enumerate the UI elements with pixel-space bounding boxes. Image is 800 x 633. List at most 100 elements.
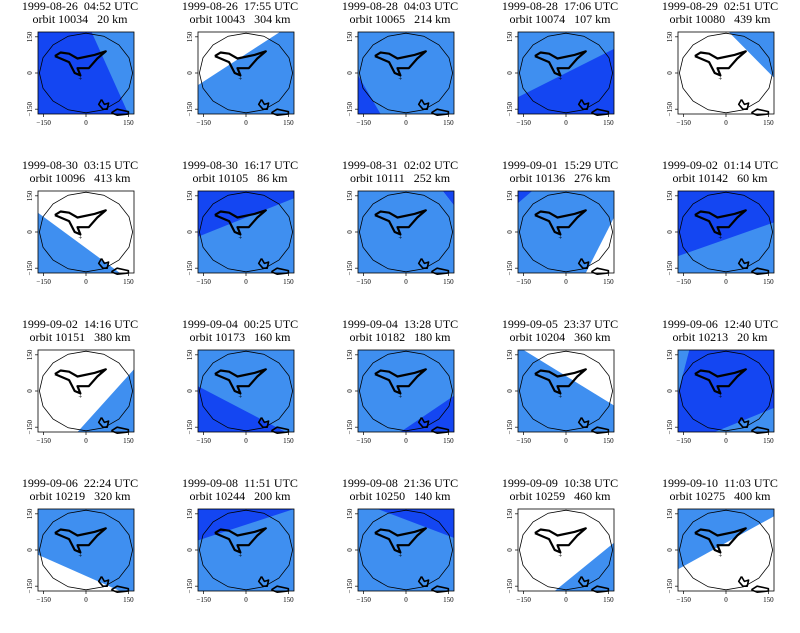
island-outline	[430, 108, 450, 116]
panel-orbit-distance: orbit 10105 86 km	[160, 172, 320, 185]
x-tick-label: 0	[244, 437, 248, 445]
island-outline	[737, 417, 750, 428]
panel-distance: 400 km	[734, 489, 771, 503]
island-outline	[417, 576, 430, 587]
panel-orbit-distance: orbit 10065 214 km	[320, 13, 480, 26]
panel-date: 1999-08-28	[341, 0, 398, 13]
panel-orbit: orbit 10151	[29, 330, 86, 344]
island-outline	[110, 267, 130, 275]
island-outline	[694, 50, 747, 77]
x-tick-label: 150	[283, 119, 294, 127]
panel-date: 1999-09-04	[341, 317, 398, 331]
map-panel: 1999-08-28 17:06 UTC orbit 10074 107 km + −…	[480, 0, 640, 156]
x-tick-label: 150	[763, 596, 774, 604]
panel-distance: 360 km	[574, 330, 611, 344]
panel-date-time: 1999-09-01 15:29 UTC	[480, 159, 640, 172]
y-tick-label: 150	[346, 190, 354, 201]
coverage-group	[38, 32, 134, 114]
panel-time: 17:06 UTC	[563, 0, 619, 13]
panel-orbit: orbit 10034	[32, 12, 89, 26]
range-circle	[518, 191, 614, 273]
panel-date-time: 1999-09-06 12:40 UTC	[640, 318, 800, 331]
y-tick-label: 150	[506, 31, 514, 42]
island-outline	[270, 426, 290, 434]
y-tick-label: −150	[26, 101, 34, 116]
island-outline	[54, 368, 107, 395]
map-panel: 1999-08-26 04:52 UTC orbit 10034 20 km + −1…	[0, 0, 160, 156]
island-outline	[374, 368, 427, 395]
y-tick-label: 0	[346, 230, 354, 234]
station-marker: +	[238, 233, 242, 241]
island-outline	[54, 209, 107, 236]
coverage-group	[518, 191, 614, 273]
map-panel: 1999-09-04 13:28 UTC orbit 10182 180 km + −…	[320, 318, 480, 474]
panel-distance: 276 km	[574, 171, 611, 185]
map-panel: 1999-09-02 01:14 UTC orbit 10142 60 km + −1…	[640, 159, 800, 315]
island-outline	[270, 267, 290, 275]
x-tick-label: 0	[404, 437, 408, 445]
y-tick-label: 0	[506, 71, 514, 75]
island-outline	[534, 527, 587, 554]
panel-date: 1999-08-31	[341, 158, 398, 172]
y-tick-label: 150	[186, 508, 194, 519]
panel-date-time: 1999-08-28 04:03 UTC	[320, 0, 480, 13]
panel-orbit: orbit 10173	[189, 330, 246, 344]
coverage-swath	[518, 191, 614, 273]
coverage-group	[358, 32, 454, 114]
x-tick-label: 150	[123, 278, 134, 286]
station-marker: +	[78, 74, 82, 82]
panel-date: 1999-09-08	[182, 476, 239, 490]
panel-date: 1999-08-28	[501, 0, 558, 13]
panel-date: 1999-09-02	[661, 158, 718, 172]
x-tick-label: 0	[244, 278, 248, 286]
station-marker: +	[558, 392, 562, 400]
coverage-swath	[358, 191, 454, 273]
y-tick-label: 0	[186, 71, 194, 75]
panel-time: 23:37 UTC	[563, 317, 619, 331]
panel-orbit: orbit 10043	[189, 12, 246, 26]
y-tick-label: 150	[666, 508, 674, 519]
panel-orbit-distance: orbit 10136 276 km	[480, 172, 640, 185]
map-plot: + −150 0 150 −150 0 150	[346, 508, 455, 604]
coverage-swath	[38, 509, 134, 591]
map-plot: + −150 0 150 −150 0 150	[26, 190, 135, 286]
panel-date: 1999-08-29	[661, 0, 718, 13]
coverage-group	[198, 509, 294, 591]
map-panel: 1999-09-10 11:03 UTC orbit 10275 400 km + −…	[640, 477, 800, 633]
coverage-swath	[728, 32, 774, 78]
station-marker: +	[238, 392, 242, 400]
y-tick-label: −150	[26, 578, 34, 593]
y-tick-label: −150	[346, 101, 354, 116]
station-marker: +	[78, 233, 82, 241]
island-outline	[737, 576, 750, 587]
y-tick-label: −150	[26, 419, 34, 434]
x-tick-label: −150	[196, 278, 211, 286]
range-circle	[518, 32, 614, 114]
island-outline	[110, 585, 130, 593]
map-plot: + −150 0 150 −150 0 150	[346, 190, 455, 286]
x-tick-label: −150	[196, 596, 211, 604]
x-tick-label: −150	[36, 278, 51, 286]
x-tick-label: 150	[123, 119, 134, 127]
panel-orbit-distance: orbit 10096 413 km	[0, 172, 160, 185]
y-tick-label: 150	[26, 190, 34, 201]
panel-time: 11:51 UTC	[244, 476, 298, 490]
panel-orbit-distance: orbit 10111 252 km	[320, 172, 480, 185]
island-outline	[534, 50, 587, 77]
panel-date: 1999-09-05	[501, 317, 558, 331]
panel-date: 1999-09-04	[181, 317, 238, 331]
map-plot: + −150 0 150 −150 0 150	[186, 349, 295, 445]
panel-date-time: 1999-08-30 16:17 UTC	[160, 159, 320, 172]
x-tick-label: 0	[724, 596, 728, 604]
island-outline	[110, 426, 130, 434]
panel-orbit-distance: orbit 10250 140 km	[320, 490, 480, 503]
x-tick-label: 150	[603, 119, 614, 127]
coverage-group	[77, 369, 134, 432]
panel-date: 1999-09-06	[21, 476, 78, 490]
coverage-group	[518, 32, 614, 114]
island-outline	[750, 585, 770, 593]
panel-distance: 20 km	[737, 330, 768, 344]
x-tick-label: −150	[516, 119, 531, 127]
panel-distance: 180 km	[414, 330, 451, 344]
x-tick-label: 0	[84, 437, 88, 445]
